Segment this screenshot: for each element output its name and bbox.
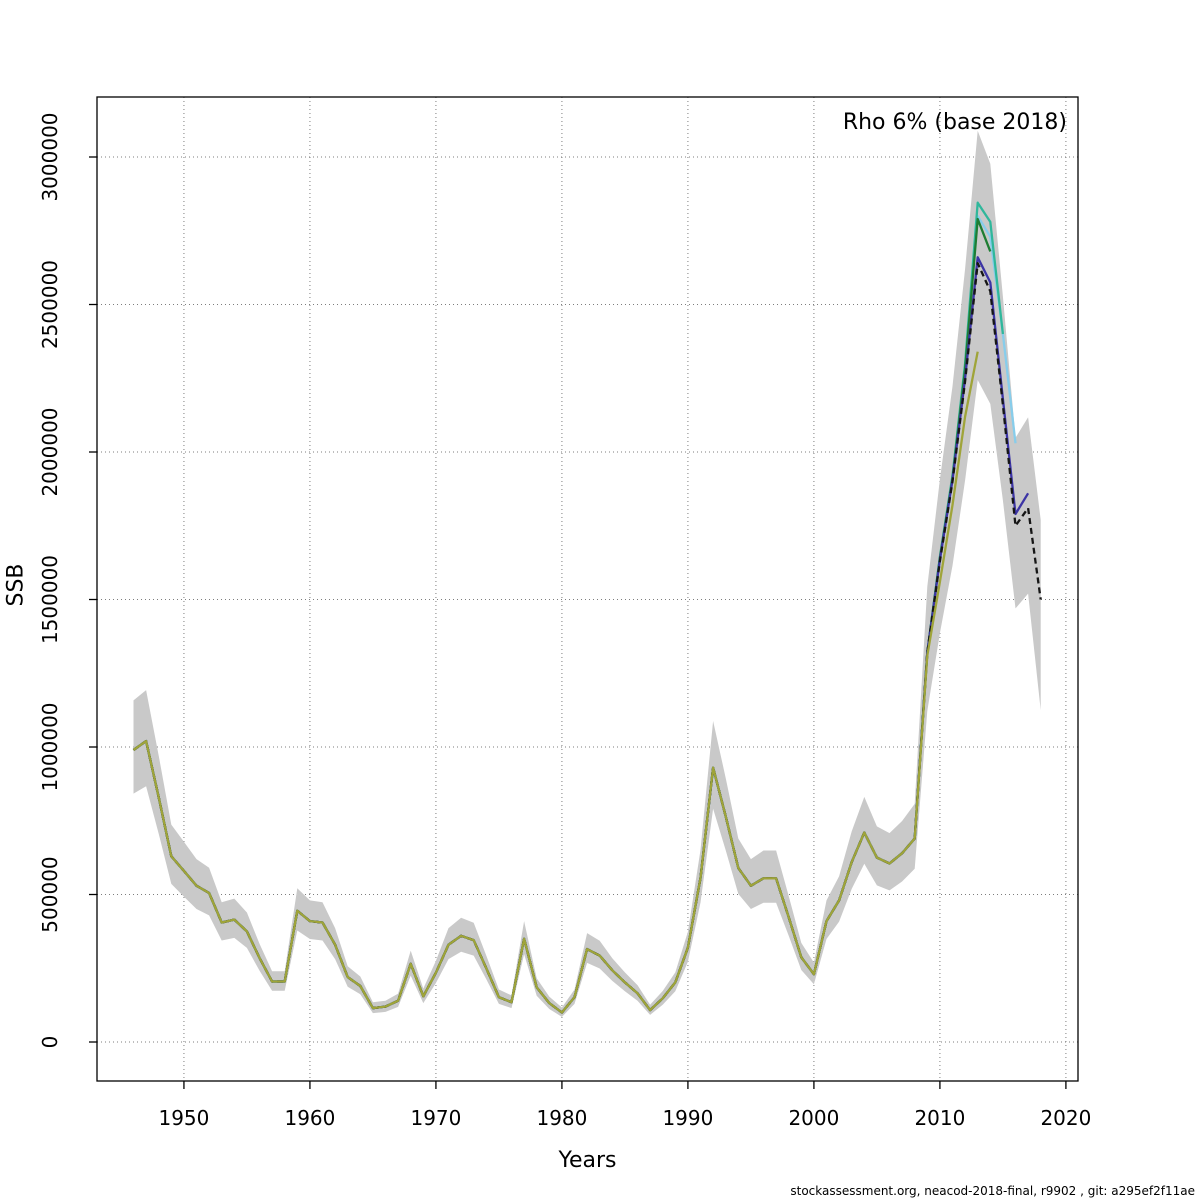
x-tick-label: 1950 (158, 1106, 209, 1130)
x-tick-label: 2000 (788, 1106, 839, 1130)
x-tick-label: 2020 (1040, 1106, 1091, 1130)
x-tick-label: 1990 (662, 1106, 713, 1130)
plot-frame (96, 96, 1079, 1082)
series-line-retro-peel-2017 (132, 256, 1030, 1014)
y-tick-label: 500000 (38, 856, 62, 932)
y-tick-label: 2500000 (38, 260, 62, 349)
y-tick-label: 3000000 (38, 112, 62, 201)
y-axis-label: SSB (3, 563, 29, 607)
series-line-retro-peel-2016 (132, 214, 1017, 1014)
plot-title: Rho 6% (base 2018) (842, 110, 1067, 135)
y-tick-label: 0 (38, 1036, 62, 1049)
x-tick-label: 1980 (536, 1106, 587, 1130)
series-line-retro-peel-2015 (132, 201, 1005, 1014)
x-axis-label: Years (558, 1148, 617, 1173)
source-footnote: stockassessment.org, neacod-2018-final, … (790, 1184, 1195, 1198)
x-tick-label: 1960 (284, 1106, 335, 1130)
x-tick-label: 2010 (914, 1106, 965, 1130)
series-line-retro-peel-2013 (132, 351, 979, 1014)
y-tick-label: 1500000 (38, 555, 62, 644)
y-tick-label: 2000000 (38, 407, 62, 496)
x-tick-label: 1970 (410, 1106, 461, 1130)
series-line-base-run-2018 (132, 262, 1042, 1014)
y-tick-label: 1000000 (38, 702, 62, 791)
confidence-band (133, 130, 1041, 1017)
